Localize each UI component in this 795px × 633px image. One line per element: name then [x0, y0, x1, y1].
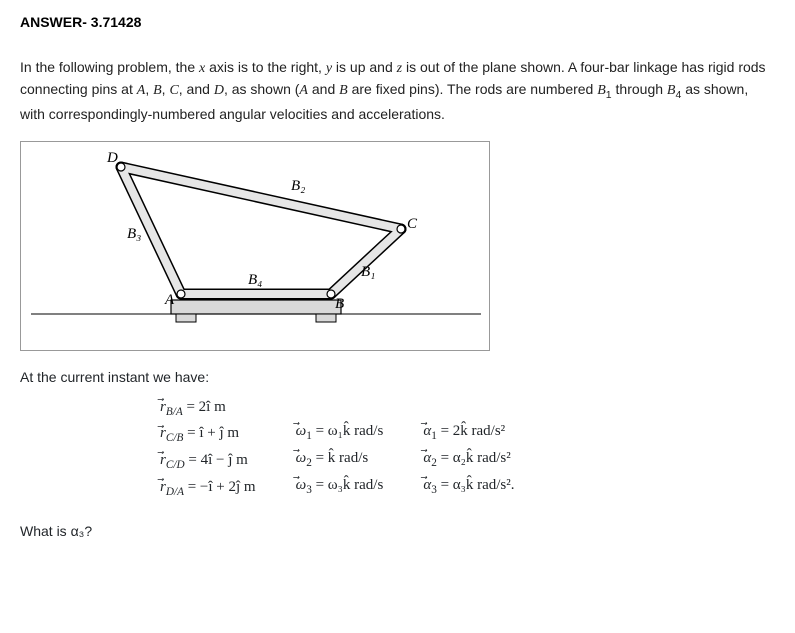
rhs: = 2î m: [186, 399, 225, 415]
sub: C/D: [166, 459, 185, 471]
var-A: A: [137, 83, 146, 98]
equations-block: rB/A = 2î m rC/B = î + ĵ m rC/D = 4î − ĵ…: [20, 396, 775, 502]
sym: ω: [296, 474, 307, 497]
eq-rDA: rD/A = −î + 2ĵ m: [160, 476, 256, 501]
sym: ω: [296, 447, 307, 470]
answer-value: 3.71428: [91, 14, 142, 30]
eq-rCB: rC/B = î + ĵ m: [160, 422, 256, 447]
sub: 3: [431, 484, 437, 496]
rhs: = ω₁k̂ rad/s: [316, 423, 384, 439]
sub: 2: [306, 457, 312, 469]
text: , as shown (: [224, 81, 299, 97]
label-B4: B₄: [248, 272, 262, 288]
eq-a2: α2 = α₂k̂ rad/s²: [423, 447, 514, 472]
support-left: [176, 314, 196, 322]
sub: 1: [431, 430, 437, 442]
eq-a3: α3 = α₃k̂ rad/s².: [423, 474, 514, 499]
instant-text: At the current instant we have:: [20, 367, 775, 388]
label-D: D: [106, 150, 118, 166]
rhs: = α₂k̂ rad/s²: [441, 450, 511, 466]
var-A: A: [299, 83, 308, 98]
answer-line: ANSWER- 3.71428: [20, 12, 775, 33]
rhs: = 2k̂ rad/s²: [441, 423, 506, 439]
eq-w3: ω3 = ω₃k̂ rad/s: [296, 474, 384, 499]
rhs: = k̂ rad/s: [316, 450, 369, 466]
eq-rBA: rB/A = 2î m: [160, 396, 256, 421]
label-B: B: [335, 296, 344, 312]
rhs: = 4î − ĵ m: [188, 452, 247, 468]
sym: ω: [296, 420, 307, 443]
sub: 1: [306, 430, 312, 442]
linkage-svg: D B₂ B₃ C A B₄ B₁ B: [21, 142, 491, 352]
label-B2: B₂: [291, 178, 305, 194]
rhs: = α₃k̂ rad/s².: [441, 477, 515, 493]
label-A: A: [164, 292, 175, 308]
sym: α: [423, 420, 431, 443]
rhs: = î + ĵ m: [187, 425, 239, 441]
blank: [423, 396, 514, 419]
linkage-figure: D B₂ B₃ C A B₄ B₁ B: [20, 141, 490, 351]
question-text: What is α₃?: [20, 521, 775, 542]
text: is up and: [332, 59, 397, 75]
var-C: C: [169, 83, 178, 98]
eq-rCD: rC/D = 4î − ĵ m: [160, 449, 256, 474]
text: axis is to the right,: [205, 59, 326, 75]
label-B1: B₁: [361, 264, 375, 280]
text: through: [612, 81, 667, 97]
text: In the following problem, the: [20, 59, 199, 75]
eq-col-r: rB/A = 2î m rC/B = î + ĵ m rC/D = 4î − ĵ…: [160, 396, 256, 502]
eq-a1: α1 = 2k̂ rad/s²: [423, 420, 514, 445]
rhs: = −î + 2ĵ m: [188, 479, 256, 495]
eq-col-a: α1 = 2k̂ rad/s² α2 = α₂k̂ rad/s² α3 = α₃…: [423, 396, 514, 502]
sub: 3: [306, 484, 312, 496]
sub: 2: [431, 457, 437, 469]
sym: r: [160, 422, 166, 445]
var-B: B: [153, 83, 162, 98]
eq-col-w: ω1 = ω₁k̂ rad/s ω2 = k̂ rad/s ω3 = ω₃k̂ …: [296, 396, 384, 502]
var-B1: B: [597, 83, 606, 98]
var-D: D: [214, 83, 224, 98]
support-right: [316, 314, 336, 322]
eq-w1: ω1 = ω₁k̂ rad/s: [296, 420, 384, 445]
eq-w2: ω2 = k̂ rad/s: [296, 447, 384, 472]
rhs: = ω₃k̂ rad/s: [316, 477, 384, 493]
text: are fixed pins). The rods are numbered: [348, 81, 598, 97]
problem-statement: In the following problem, the x axis is …: [20, 57, 775, 125]
sym: r: [160, 396, 166, 419]
blank: [296, 396, 384, 419]
label-C: C: [407, 216, 418, 232]
sym: r: [160, 449, 166, 472]
answer-label: ANSWER-: [20, 14, 87, 30]
sub: C/B: [166, 432, 184, 444]
label-B3: B₃: [127, 226, 141, 242]
sub: D/A: [166, 486, 184, 498]
ground-block: [171, 300, 341, 314]
var-B: B: [339, 83, 348, 98]
sym: α: [423, 447, 431, 470]
sub: B/A: [166, 406, 183, 418]
sym: r: [160, 476, 166, 499]
sym: α: [423, 474, 431, 497]
text: and: [308, 81, 339, 97]
